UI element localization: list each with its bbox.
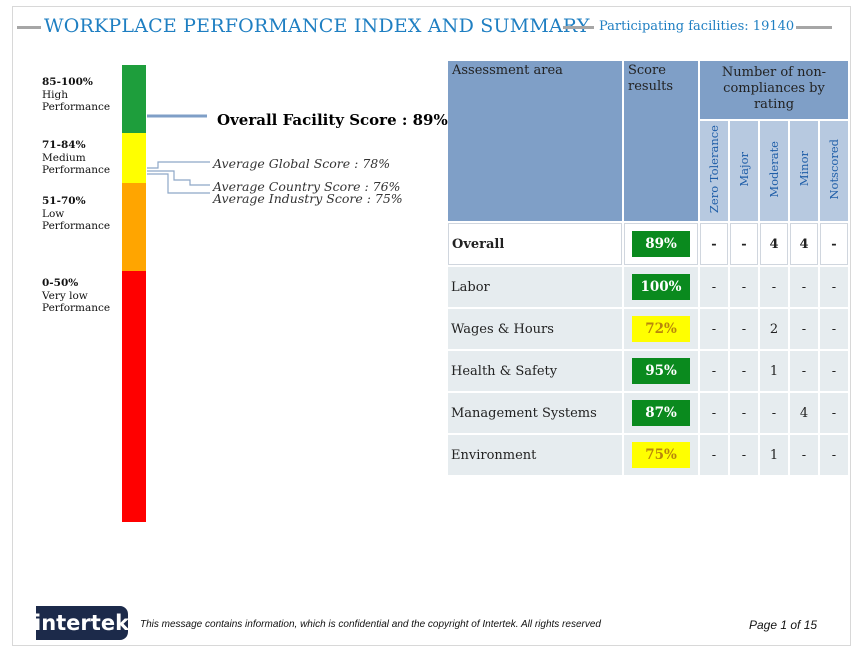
noncompliance-count-cell: - xyxy=(730,393,758,433)
header-non-compliances: Number of non-compliances by rating xyxy=(700,61,848,119)
score-badge: 100% xyxy=(632,274,690,300)
score-cell: 89% xyxy=(624,223,698,265)
noncompliance-count-cell: - xyxy=(790,435,818,475)
header-rating-zero-tolerance: Zero Tolerance xyxy=(700,121,728,221)
noncompliance-count-cell: 4 xyxy=(760,223,788,265)
noncompliance-count-cell: 4 xyxy=(790,223,818,265)
noncompliance-count-cell: - xyxy=(700,309,728,349)
score-cell: 75% xyxy=(624,435,698,475)
noncompliance-count-cell: - xyxy=(700,267,728,307)
title-rule-right xyxy=(796,26,832,29)
noncompliance-count-cell: - xyxy=(700,435,728,475)
noncompliance-count-cell: - xyxy=(760,393,788,433)
noncompliance-count-cell: - xyxy=(730,435,758,475)
noncompliance-count-cell: - xyxy=(700,351,728,391)
bar-segment-low xyxy=(122,183,146,271)
assessment-table: Assessment area Score results Number of … xyxy=(446,59,850,477)
assessment-area-cell: Health & Safety xyxy=(448,351,622,391)
band-label-very-low: 0-50% Very low Performance xyxy=(42,277,111,314)
noncompliance-count-cell: 1 xyxy=(760,435,788,475)
average-industry-score: Average Industry Score : 75% xyxy=(213,191,403,206)
noncompliance-count-cell: 2 xyxy=(760,309,788,349)
page-number: Page 1 of 15 xyxy=(749,618,818,632)
score-badge: 72% xyxy=(632,316,690,342)
overall-facility-score: Overall Facility Score : 89% xyxy=(217,111,448,129)
header-rating-minor: Minor xyxy=(790,121,818,221)
noncompliance-count-cell: 4 xyxy=(790,393,818,433)
score-badge: 89% xyxy=(632,231,690,257)
noncompliance-count-cell: - xyxy=(820,351,848,391)
table-row: Labor 100% - - - - - xyxy=(448,267,848,307)
noncompliance-count-cell: - xyxy=(730,267,758,307)
score-cell: 87% xyxy=(624,393,698,433)
band-label-high: 85-100% High Performance xyxy=(42,76,111,113)
bar-segment-very-low xyxy=(122,271,146,522)
band-label-low: 51-70% Low Performance xyxy=(42,195,111,232)
header-assessment-area: Assessment area xyxy=(448,61,622,221)
page-frame xyxy=(12,6,851,646)
title-rule-mid xyxy=(563,26,594,29)
table-row: Management Systems 87% - - -4- xyxy=(448,393,848,433)
noncompliance-count-cell: - xyxy=(790,267,818,307)
header-rating-moderate: Moderate xyxy=(760,121,788,221)
table-row: Health & Safety 95% - -1- - xyxy=(448,351,848,391)
intertek-logo: intertek xyxy=(36,606,128,640)
assessment-area-cell: Labor xyxy=(448,267,622,307)
score-cell: 100% xyxy=(624,267,698,307)
confidentiality-notice: This message contains information, which… xyxy=(140,619,601,630)
noncompliance-count-cell: - xyxy=(760,267,788,307)
noncompliance-count-cell: - xyxy=(730,351,758,391)
score-badge: 95% xyxy=(632,358,690,384)
table-row: Wages & Hours 72% - -2- - xyxy=(448,309,848,349)
title-rule-left xyxy=(17,26,41,29)
bar-segment-medium xyxy=(122,133,146,183)
noncompliance-count-cell: 1 xyxy=(760,351,788,391)
noncompliance-count-cell: - xyxy=(820,267,848,307)
score-cell: 95% xyxy=(624,351,698,391)
header-rating-major: Major xyxy=(730,121,758,221)
noncompliance-count-cell: - xyxy=(790,309,818,349)
participating-facilities: Participating facilities: 19140 xyxy=(599,19,795,34)
noncompliance-count-cell: - xyxy=(700,223,728,265)
score-cell: 72% xyxy=(624,309,698,349)
noncompliance-count-cell: - xyxy=(700,393,728,433)
noncompliance-count-cell: - xyxy=(820,393,848,433)
table-row: Overall 89% - -4 4- xyxy=(448,223,848,265)
average-country-score: Average Country Score : 76% xyxy=(213,179,401,194)
band-label-medium: 71-84% Medium Performance xyxy=(42,139,111,176)
noncompliance-count-cell: - xyxy=(820,309,848,349)
table-row: Environment 75% - -1- - xyxy=(448,435,848,475)
header-score-results: Score results xyxy=(624,61,698,221)
assessment-area-cell: Environment xyxy=(448,435,622,475)
assessment-area-cell: Overall xyxy=(448,223,622,265)
average-global-score: Average Global Score : 78% xyxy=(213,156,391,171)
header-rating-notscored: Notscored xyxy=(820,121,848,221)
score-badge: 87% xyxy=(632,400,690,426)
noncompliance-count-cell: - xyxy=(790,351,818,391)
score-badge: 75% xyxy=(632,442,690,468)
noncompliance-count-cell: - xyxy=(730,309,758,349)
bar-segment-high xyxy=(122,65,146,133)
assessment-area-cell: Management Systems xyxy=(448,393,622,433)
noncompliance-count-cell: - xyxy=(730,223,758,265)
noncompliance-count-cell: - xyxy=(820,223,848,265)
assessment-area-cell: Wages & Hours xyxy=(448,309,622,349)
page-title: WORKPLACE PERFORMANCE INDEX AND SUMMARY xyxy=(44,15,590,37)
noncompliance-count-cell: - xyxy=(820,435,848,475)
